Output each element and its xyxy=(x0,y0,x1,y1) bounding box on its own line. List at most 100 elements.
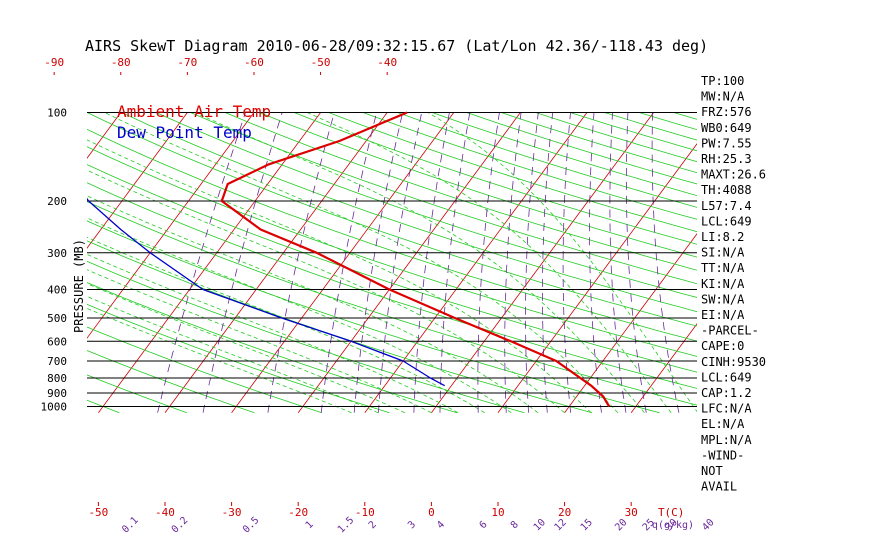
index-label: TH:4088 xyxy=(701,183,752,197)
index-label: TT:N/A xyxy=(701,261,745,275)
dry-adiabat-line xyxy=(87,260,525,414)
mixing-ratio-tick-label: 20 xyxy=(613,517,629,533)
mixing-ratio-tick-label: 0.5 xyxy=(241,515,262,536)
mixing-ratio-tick-label: 15 xyxy=(579,517,595,533)
top-temp-tick-label: -50 xyxy=(311,56,331,69)
mixing-ratio-tick-label: 12 xyxy=(553,517,569,533)
index-label: EI:N/A xyxy=(701,308,745,322)
moist-adiabat-line xyxy=(87,195,539,414)
pressure-tick-label: 1000 xyxy=(41,400,68,413)
mixing-ratio-tick-label: 10 xyxy=(532,517,548,533)
moist-adiabat-line xyxy=(87,307,352,414)
isotherm-line xyxy=(0,113,54,413)
dry-adiabat-line xyxy=(259,112,697,258)
dry-adiabat-line xyxy=(293,112,697,245)
index-label: RH:25.3 xyxy=(701,152,752,166)
dry-adiabat-line xyxy=(87,164,697,373)
mixing-ratio-line xyxy=(504,112,522,413)
mixing-ratio-line xyxy=(353,112,403,413)
isotherm-line xyxy=(297,112,521,413)
dry-adiabat-line xyxy=(362,112,697,220)
index-label: EL:N/A xyxy=(701,417,745,431)
dry-adiabat-line xyxy=(87,374,187,414)
axis-labels: 1002003004005006007008009001000-120-110-… xyxy=(0,56,717,536)
dry-adiabat-line xyxy=(190,112,697,285)
mixing-ratio-line xyxy=(378,112,423,413)
index-label: LFC:N/A xyxy=(701,402,752,416)
moist-adiabat-line xyxy=(87,283,405,414)
mixing-ratio-line xyxy=(267,112,335,413)
index-label: NOT xyxy=(701,464,723,478)
top-temp-tick-label: -70 xyxy=(177,56,197,69)
index-label: CAPE:0 xyxy=(701,339,744,353)
index-label: WB0:649 xyxy=(701,121,752,135)
dry-adiabat-line xyxy=(87,240,593,414)
dry-adiabat-line xyxy=(224,112,697,271)
moist-adiabat-line xyxy=(87,217,512,414)
moist-adiabat-line xyxy=(87,269,432,414)
mixing-ratio-line xyxy=(477,112,500,413)
index-label: PW:7.55 xyxy=(701,136,752,150)
bottom-temp-tick-label: -50 xyxy=(88,506,108,519)
index-label: CAP:1.2 xyxy=(701,386,752,400)
index-label: TP:100 xyxy=(701,74,744,88)
temp-unit-label: T(C) xyxy=(658,506,685,519)
mixing-ratio-tick-label: 1.5 xyxy=(336,515,357,536)
index-label: AVAIL xyxy=(701,480,737,494)
mixing-ratio-line xyxy=(413,112,450,413)
mixing-ratio-line xyxy=(320,112,377,413)
index-label: CINH:9530 xyxy=(701,355,766,369)
pressure-tick-label: 500 xyxy=(47,312,67,325)
isotherm-line xyxy=(164,112,388,413)
moist-adiabat-line xyxy=(87,139,592,413)
bottom-temp-tick-label: 20 xyxy=(558,506,571,519)
pressure-tick-label: 200 xyxy=(47,195,67,208)
mixing-ratio-tick-label: 8 xyxy=(509,519,521,531)
pressure-tick-label: 100 xyxy=(47,106,67,119)
mixing-ratio-unit-label: q(g/kg) xyxy=(652,520,694,531)
index-label: MPL:N/A xyxy=(701,433,752,447)
ambient-air-temp-line xyxy=(220,111,611,408)
isotherm-line xyxy=(764,113,870,413)
mixing-ratio-tick-label: 1 xyxy=(304,519,316,531)
dry-adiabat-line xyxy=(87,350,255,414)
bottom-temp-tick-label: -20 xyxy=(288,506,308,519)
dew-point-temp-line xyxy=(87,197,446,387)
dry-adiabat-line xyxy=(397,112,697,208)
pressure-tick-label: 900 xyxy=(47,387,67,400)
dry-adiabat-line xyxy=(87,146,697,357)
mixing-ratio-tick-label: 3 xyxy=(406,519,418,531)
dry-adiabat-line xyxy=(0,113,52,413)
index-label: KI:N/A xyxy=(701,277,745,291)
dry-adiabat-line xyxy=(87,112,697,327)
index-label: FRZ:576 xyxy=(701,105,752,119)
index-label: L57:7.4 xyxy=(701,199,752,213)
legend-ambient-air-temp: Ambient Air Temp xyxy=(117,102,271,121)
bottom-temp-tick-label: 10 xyxy=(491,506,504,519)
dry-adiabat-line xyxy=(87,282,458,414)
isotherm-line xyxy=(87,112,255,339)
dry-adiabat-line xyxy=(431,112,697,197)
top-temp-tick-label: -80 xyxy=(111,56,131,69)
top-temp-tick-label: -60 xyxy=(244,56,264,69)
pressure-tick-label: 700 xyxy=(47,355,67,368)
index-label: MW:N/A xyxy=(701,90,745,104)
index-label: MAXT:26.6 xyxy=(701,168,766,182)
mixing-ratio-line xyxy=(157,112,246,413)
mixing-ratio-line xyxy=(626,112,647,413)
pressure-tick-label: 400 xyxy=(47,284,67,297)
index-label: -WIND- xyxy=(701,448,744,462)
moist-adiabat-line xyxy=(87,169,565,414)
index-label: LCL:649 xyxy=(701,370,752,384)
sounding-profiles xyxy=(87,111,611,408)
bottom-temp-tick-label: 0 xyxy=(428,506,435,519)
mixing-ratio-line xyxy=(562,112,572,413)
mixing-ratio-line xyxy=(609,112,627,413)
pressure-tick-label: 300 xyxy=(47,247,67,260)
y-axis-label: PRESSURE (MB) xyxy=(72,239,86,333)
isotherm-line xyxy=(497,143,697,413)
isotherm-line xyxy=(231,112,455,413)
top-temp-tick-label: -90 xyxy=(44,56,64,69)
chart-title: AIRS SkewT Diagram 2010-06-28/09:32:15.6… xyxy=(85,37,708,55)
